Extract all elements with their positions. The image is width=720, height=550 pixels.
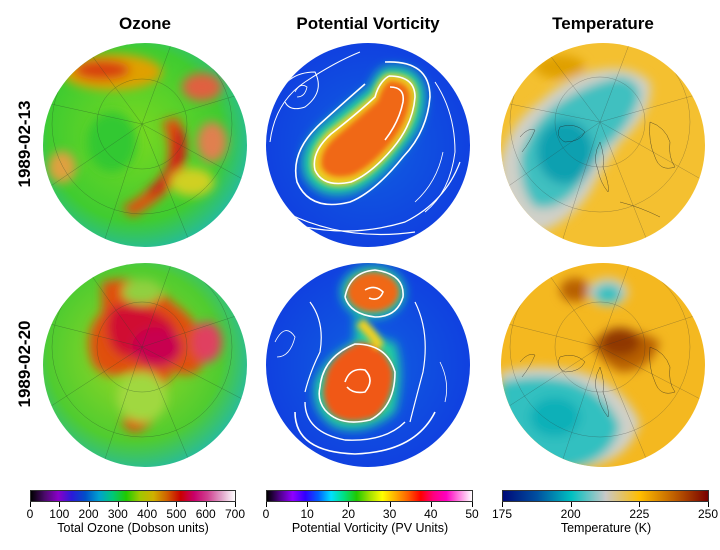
ozone-colorbar-tick (205, 502, 207, 507)
temperature-colorbar-tick (570, 502, 572, 507)
ozone-colorbar-tick (88, 502, 90, 507)
ozone-colorbar-tick-label: 200 (78, 507, 99, 521)
ozone-colorbar-tick-label: 100 (49, 507, 70, 521)
potential-vorticity-globe-row2 (265, 262, 471, 468)
ozone-colorbar-tick-label: 400 (137, 507, 158, 521)
row-label-date-2: 1989-02-20 (15, 320, 34, 408)
potential-vorticity-colorbar-tick (389, 502, 391, 507)
temperature-colorbar (502, 490, 709, 502)
potential-vorticity-colorbar-label: Potential Vorticity (PV Units) (291, 521, 449, 535)
temperature-globe-row2 (500, 262, 706, 468)
potential-vorticity-colorbar-tick (472, 502, 473, 507)
potential-vorticity-colorbar-tick (348, 502, 350, 507)
potential-vorticity-colorbar-tick (266, 502, 267, 507)
ozone-colorbar-tick-label: 700 (224, 507, 246, 521)
potential-vorticity-colorbar-tick (430, 502, 432, 507)
ozone-globe-row2 (42, 262, 248, 468)
potential-vorticity-globe-row1 (265, 42, 471, 248)
temperature-colorbar-tick-label: 175 (491, 507, 513, 521)
ozone-globe-row1 (42, 42, 248, 248)
temperature-colorbar-tick-label: 250 (697, 507, 719, 521)
potential-vorticity-colorbar-tick-label: 20 (341, 507, 356, 521)
row-label-date-1: 1989-02-13 (15, 100, 34, 188)
ozone-colorbar-tick (176, 502, 178, 507)
ozone-colorbar-tick (117, 502, 119, 507)
ozone-colorbar (30, 490, 236, 502)
ozone-colorbar-tick (59, 502, 61, 507)
potential-vorticity-colorbar-tick-label: 30 (382, 507, 397, 521)
potential-vorticity-colorbar-tick-label: 40 (424, 507, 438, 521)
potential-vorticity-colorbar-tick-label: 50 (465, 507, 479, 521)
potential-vorticity-colorbar-tick-label: 0 (262, 507, 270, 521)
temperature-colorbar-tick (708, 502, 709, 507)
ozone-colorbar-tick-label: 300 (107, 507, 128, 521)
column-title-ozone: Ozone (119, 14, 171, 33)
temperature-colorbar-label: Temperature (K) (560, 521, 652, 535)
potential-vorticity-colorbar-tick (307, 502, 309, 507)
temperature-colorbar-tick-label: 200 (560, 507, 581, 521)
temperature-colorbar-tick (502, 502, 503, 507)
ozone-colorbar-label: Total Ozone (Dobson units) (57, 521, 209, 535)
ozone-colorbar-tick-label: 600 (195, 507, 216, 521)
temperature-colorbar-tick (639, 502, 641, 507)
temperature-globe-row1 (500, 42, 706, 248)
potential-vorticity-colorbar (266, 490, 473, 502)
column-title-potential-vorticity: Potential Vorticity (296, 14, 440, 33)
column-title-temperature: Temperature (552, 14, 654, 33)
temperature-colorbar-tick-label: 225 (629, 507, 650, 521)
potential-vorticity-colorbar-tick-label: 10 (300, 507, 314, 521)
ozone-colorbar-tick (235, 502, 236, 507)
ozone-colorbar-tick-label: 0 (26, 507, 34, 521)
ozone-colorbar-tick (30, 502, 31, 507)
ozone-colorbar-tick (147, 502, 149, 507)
ozone-colorbar-tick-label: 500 (166, 507, 187, 521)
